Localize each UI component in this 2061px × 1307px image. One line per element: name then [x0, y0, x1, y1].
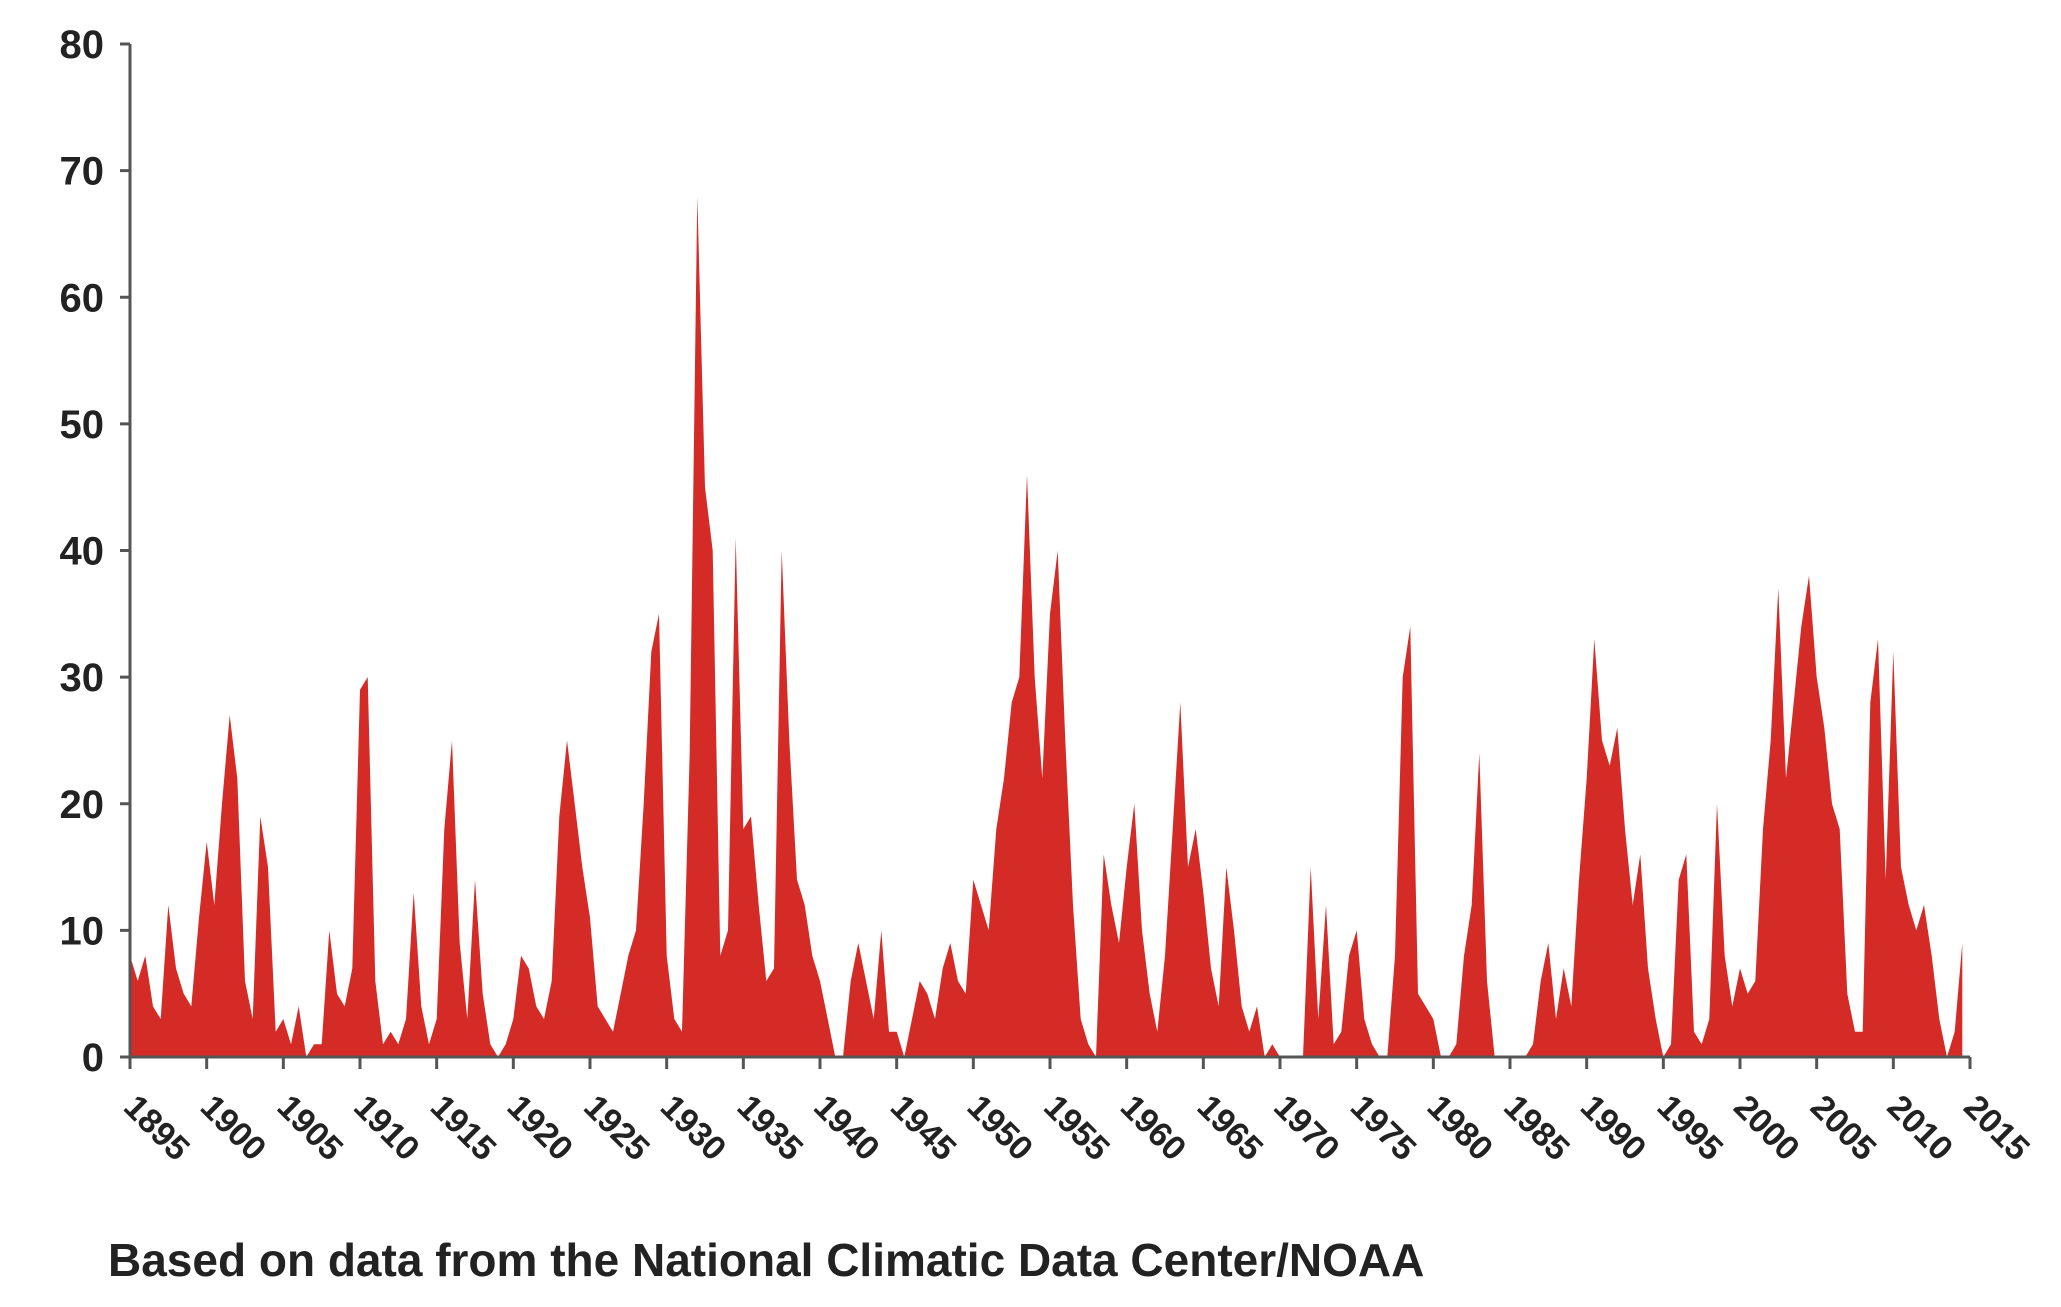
x-tick-label: 2000: [1726, 1088, 1806, 1168]
y-tick-label: 0: [82, 1036, 104, 1080]
x-tick-label: 1985: [1496, 1088, 1576, 1168]
y-tick-label: 80: [60, 23, 105, 67]
x-tick-label: 1960: [1113, 1088, 1193, 1168]
x-tick-label: 1965: [1190, 1088, 1270, 1168]
x-tick-label: 1995: [1650, 1088, 1730, 1168]
x-tick-label: 1945: [883, 1088, 963, 1168]
x-tick-label: 1915: [423, 1088, 503, 1168]
x-tick-label: 2010: [1880, 1088, 1960, 1168]
x-axis: 1895190019051910191519201925193019351940…: [116, 1055, 2037, 1168]
y-axis: 0 10 20 30 40 50 60 70 80: [60, 23, 132, 1080]
y-tick-label: 60: [60, 276, 105, 320]
x-tick-label: 1925: [576, 1088, 656, 1168]
x-tick-label: 1970: [1266, 1088, 1346, 1168]
x-tick-label: 1930: [653, 1088, 733, 1168]
x-tick-label: 1895: [116, 1088, 196, 1168]
y-tick-label: 70: [60, 150, 105, 194]
x-tick-label: 1910: [346, 1088, 426, 1168]
y-tick-label: 20: [60, 783, 105, 827]
x-tick-label: 1905: [270, 1088, 350, 1168]
x-tick-label: 1975: [1343, 1088, 1423, 1168]
x-tick-label: 1935: [730, 1088, 810, 1168]
y-tick-label: 50: [60, 403, 105, 447]
x-tick-label: 1950: [960, 1088, 1040, 1168]
x-tick-label: 1955: [1036, 1088, 1116, 1168]
x-tick-label: 1920: [500, 1088, 580, 1168]
y-tick-label: 40: [60, 530, 105, 574]
x-tick-label: 2005: [1803, 1088, 1883, 1168]
x-tick-label: 2015: [1956, 1088, 2036, 1168]
y-tick-label: 30: [60, 656, 105, 700]
x-tick-label: 1990: [1573, 1088, 1653, 1168]
y-tick-label: 10: [60, 909, 105, 953]
x-tick-label: 1940: [806, 1088, 886, 1168]
source-caption: Based on data from the National Climatic…: [108, 1234, 1424, 1286]
x-tick-label: 1900: [193, 1088, 273, 1168]
x-tick-label: 1980: [1420, 1088, 1500, 1168]
area-series: [130, 196, 1963, 1057]
